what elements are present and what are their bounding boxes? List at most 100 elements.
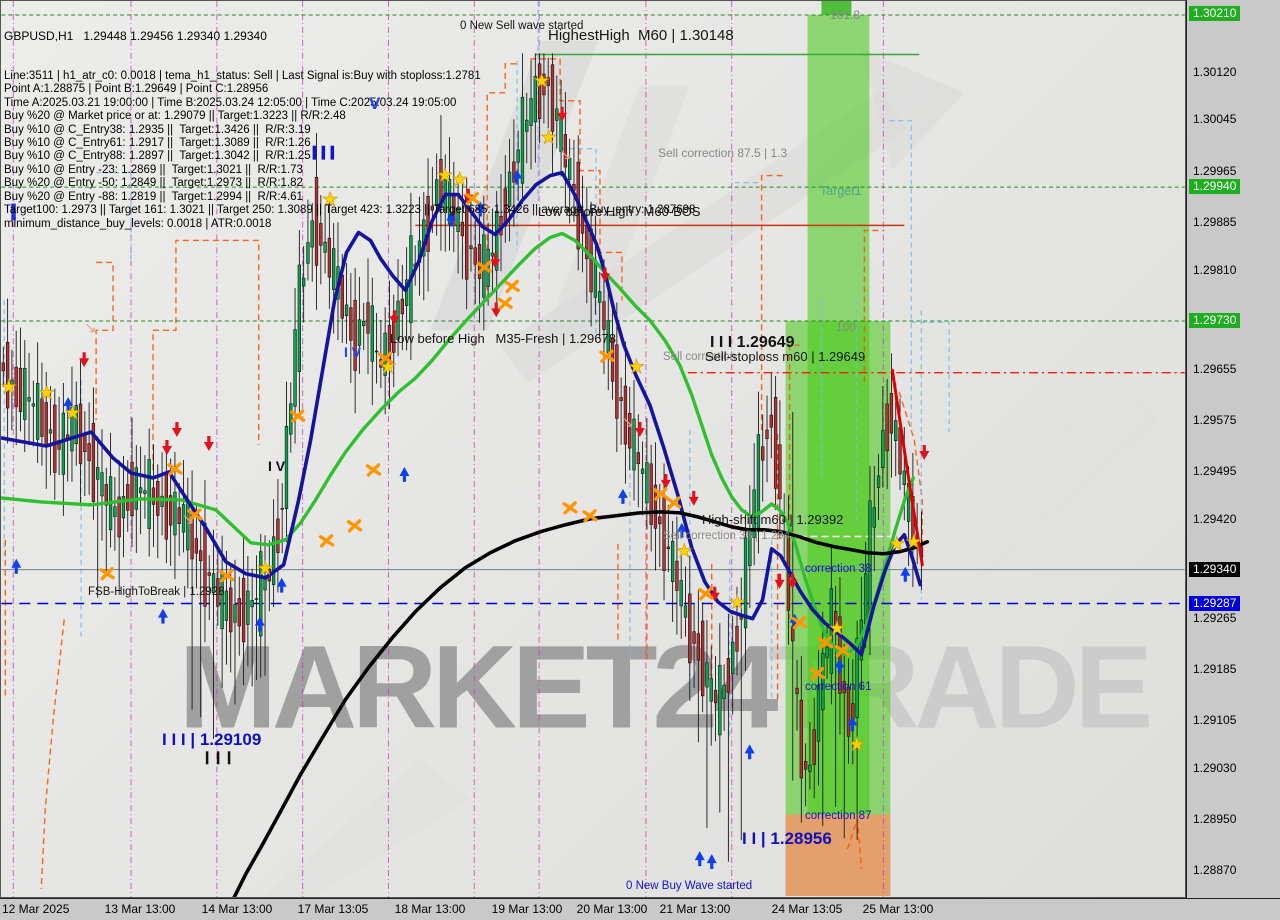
entry-cross-icon [698, 586, 714, 601]
entry-cross-icon [497, 296, 513, 311]
entry-cross-icon [599, 349, 615, 363]
price-badge: 1.29340 [1189, 561, 1241, 577]
logo-watermark-shape [939, 380, 1159, 580]
star-icon: ★ [905, 532, 922, 553]
time-axis-label: 12 Mar 2025 [2, 902, 70, 916]
stop-line-orange [95, 261, 114, 421]
entry-cross-icon [653, 487, 669, 501]
entry-cross-icon [346, 519, 363, 533]
wave-count-tick [216, 751, 220, 765]
series-ma-black [232, 510, 930, 897]
star-icon: ★ [64, 403, 81, 424]
indicator-info-block: GBPUSD,H1 1.29448 1.29456 1.29340 1.2934… [4, 3, 695, 231]
info-line: Point A:1.28875 | Point B:1.29649 | Poin… [4, 83, 269, 96]
buy-level-bar [330, 145, 335, 160]
buy-arrow-icon [706, 854, 717, 870]
stop-line-orange [40, 619, 65, 890]
sell-arrow-icon [774, 573, 785, 589]
logo-watermark-shape [861, 48, 965, 171]
info-line: Buy %10 @ C_Entry88: 1.2897 || Target:1.… [4, 150, 311, 163]
signal-hollow-arrow-icon: ↘ [182, 511, 195, 528]
signal-hollow-arrow-icon: ↘ [622, 414, 635, 431]
sell-arrow-icon [660, 473, 671, 489]
sell-arrow-icon [389, 310, 400, 326]
buy-arrow-icon [834, 658, 845, 674]
fib-zone [821, 1, 852, 15]
star-icon: ★ [257, 559, 274, 580]
info-line: Buy %20 @ Entry -88: 1.2819 || Target:1.… [4, 190, 303, 203]
sell-arrow-icon [688, 490, 699, 506]
price-axis-label: 1.29495 [1193, 463, 1237, 478]
entry-cross-icon [167, 462, 183, 476]
info-line: Buy %10 @ C_Entry38: 1.2935 || Target:1.… [4, 123, 311, 136]
time-axis-label: 18 Mar 13:00 [394, 902, 466, 916]
info-line: Buy %20 @ Entry -50: 1.2849 || Target:1.… [4, 177, 303, 190]
star-icon: ★ [676, 541, 693, 562]
buy-arrow-icon [11, 558, 22, 574]
signal-hollow-arrow-icon: ↘ [84, 319, 97, 336]
buy-arrow-icon [617, 488, 628, 504]
entry-cross-icon [318, 534, 335, 548]
fib-zone [785, 814, 891, 897]
price-axis[interactable]: 1.30120 1.30045 1.29965 1.29885 1.29810 1.296… [1186, 0, 1280, 898]
buy-arrow-icon [254, 616, 265, 632]
info-line: Buy %20 @ Market price or at: 1.29079 ||… [4, 110, 346, 123]
info-line: minimum_distance_buy_levels: 0.0018 | AT… [4, 217, 272, 230]
price-axis-label: 1.29265 [1193, 610, 1237, 625]
sell-arrow-icon [161, 440, 172, 455]
price-axis-label: 1.28870 [1193, 863, 1237, 878]
buy-arrow-icon [446, 211, 457, 227]
entry-cross-icon [504, 279, 520, 294]
star-icon: ★ [436, 166, 453, 187]
entry-cross-icon [582, 509, 598, 523]
sell-arrow-icon [171, 422, 182, 438]
price-axis-label: 1.29655 [1193, 361, 1237, 376]
star-icon: ★ [540, 128, 557, 149]
series-sell-signal-red [890, 368, 924, 567]
buy-arrow-icon [847, 716, 858, 732]
price-axis-label: 1.30120 [1193, 64, 1237, 79]
stop-line-orange [863, 229, 885, 383]
signal-hollow-arrow-icon: ↘ [559, 147, 572, 164]
buy-arrow-icon [63, 397, 74, 413]
info-line: Target100: 1.2973 || Target 161: 1.3021 … [4, 204, 696, 217]
price-axis-label: 1.29420 [1193, 511, 1237, 526]
stop-line-orange [486, 63, 521, 301]
stop-line-orange [898, 391, 923, 560]
price-badge: 1.29287 [1189, 595, 1241, 611]
time-axis[interactable]: 12 Mar 2025 13 Mar 13:00 14 Mar 13:00 17 Ma… [0, 898, 1280, 920]
sell-arrow-icon [634, 422, 645, 438]
buy-arrow-icon [694, 851, 705, 867]
entry-cross-icon [377, 351, 394, 365]
sell-arrow-icon [557, 106, 568, 122]
time-axis-label: 25 Mar 13:00 [862, 902, 934, 916]
wave-count-tick [205, 751, 209, 765]
star-icon: ★ [888, 534, 905, 555]
entry-cross-icon [289, 409, 306, 423]
price-axis-label: 1.29885 [1193, 214, 1237, 229]
star-icon: ★ [533, 71, 550, 92]
sell-arrow-icon [491, 302, 502, 318]
info-line: Buy %10 @ Entry -23: 1.2869 || Target:1.… [4, 163, 303, 176]
info-line: Time A:2025.03.21 19:00:00 | Time B:2025… [4, 96, 457, 109]
buy-arrow-icon [744, 744, 755, 760]
entry-cross-icon [219, 569, 235, 583]
logo-watermark-shape [545, 85, 690, 336]
entry-cross-icon [834, 643, 851, 658]
entry-cross-icon [666, 496, 682, 510]
entry-cross-icon [476, 260, 492, 275]
buy-arrow-icon [676, 522, 687, 538]
time-axis-label: 17 Mar 13:05 [297, 902, 369, 916]
logo-watermark-shape [500, 90, 908, 384]
info-line: Buy %10 @ C_Entry61: 1.2917 || Target:1.… [4, 137, 311, 150]
time-axis-label: 19 Mar 13:00 [491, 902, 563, 916]
price-axis-label: 1.29965 [1193, 163, 1237, 178]
wave-count-tick [227, 751, 231, 765]
star-icon: ★ [848, 734, 865, 755]
star-icon: ★ [0, 377, 17, 398]
price-axis-label: 1.29105 [1193, 713, 1237, 728]
buy-arrow-icon [157, 608, 168, 624]
wave-flag-bar [11, 203, 16, 221]
star-icon: ★ [628, 357, 645, 378]
